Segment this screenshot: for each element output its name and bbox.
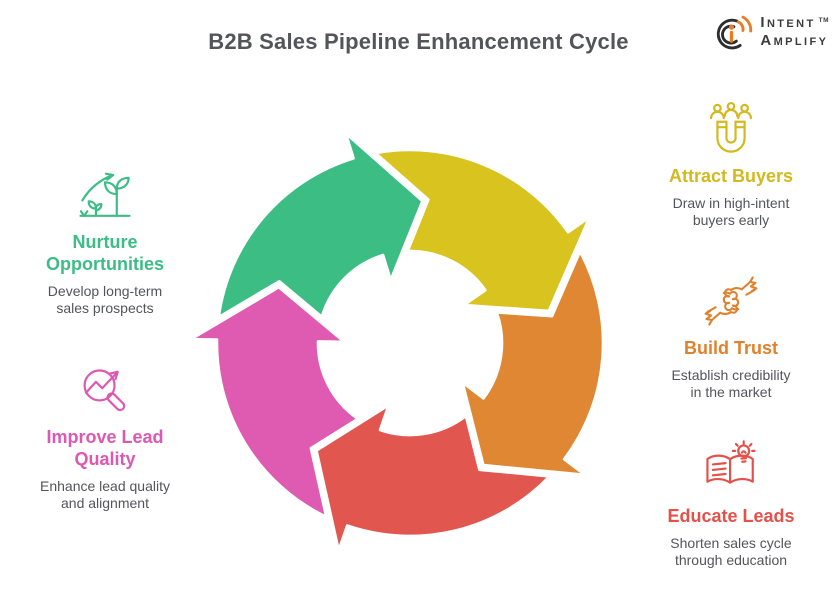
page-title: B2B Sales Pipeline Enhancement Cycle: [208, 29, 629, 54]
item-improve-lead-quality: Improve Lead Quality Enhance lead qualit…: [18, 361, 192, 513]
item-heading: Build Trust: [684, 338, 778, 358]
cycle-arrow-attract-buyers: [374, 148, 591, 313]
open-book-lightbulb-icon: [706, 440, 756, 484]
item-description: Develop long-term sales prospects: [47, 282, 163, 317]
cycle-arrow-educate-leads: [315, 404, 551, 552]
item-description: Enhance lead quality and alignment: [40, 477, 170, 512]
item-heading: Nurture Opportunities: [46, 232, 164, 274]
intent-amplify-logo-icon: [717, 15, 753, 50]
growing-plant-icon: [79, 172, 131, 217]
brand-name-line2: Amplify: [760, 32, 829, 49]
handshake-icon: [704, 276, 758, 326]
item-educate-leads: Educate Leads Shorten sales cycle throug…: [641, 440, 821, 570]
item-heading: Educate Leads: [667, 506, 795, 526]
brand-name-line1: Intent TM: [760, 14, 829, 31]
item-build-trust: Build Trust Establish credibility in the…: [641, 272, 821, 402]
brand-text: Intent TM Amplify: [760, 14, 829, 50]
cycle-arrow-build-trust: [461, 250, 605, 477]
cycle-arrow-nurture-opportunities: [217, 132, 424, 319]
magnifier-trend-icon: [83, 369, 126, 412]
item-description: Draw in high-intent buyers early: [672, 194, 790, 229]
item-heading: Improve Lead Quality: [46, 427, 164, 469]
brand-logo: Intent TM Amplify: [709, 9, 829, 55]
magnet-people-icon: [709, 101, 753, 153]
item-attract-buyers: Attract Buyers Draw in high-intent buyer…: [641, 100, 821, 230]
item-description: Shorten sales cycle through education: [670, 534, 792, 569]
item-description: Establish credibility in the market: [671, 366, 791, 401]
logo-i-dot: [729, 24, 735, 30]
trademark-symbol: TM: [818, 17, 829, 25]
item-nurture-opportunities: Nurture Opportunities Develop long-term …: [18, 166, 192, 318]
item-heading: Attract Buyers: [668, 166, 794, 186]
cycle-arrow-improve-lead-quality: [189, 286, 360, 519]
